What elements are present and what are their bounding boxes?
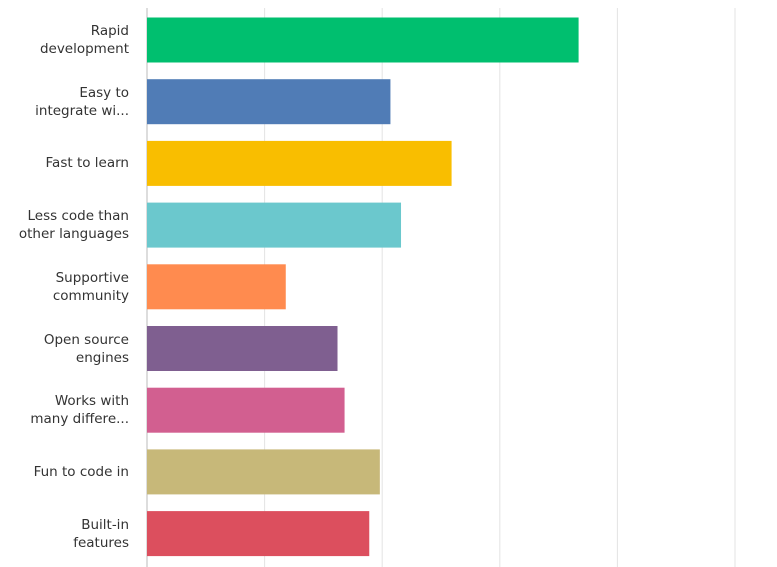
bar xyxy=(147,202,402,248)
bar xyxy=(147,17,579,63)
category-label: Rapid development xyxy=(39,23,129,57)
category-label: Open source engines xyxy=(43,331,129,366)
category-label: Supportive community xyxy=(52,269,129,304)
bar xyxy=(147,264,286,310)
category-label: Fast to learn xyxy=(45,155,129,172)
category-label: Built-in features xyxy=(73,516,129,551)
bar xyxy=(147,449,380,495)
bar xyxy=(147,511,370,557)
bar xyxy=(147,140,452,186)
bar xyxy=(147,79,391,125)
category-label: Less code than other languages xyxy=(18,208,129,243)
category-label: Fun to code in xyxy=(33,463,129,480)
bar xyxy=(147,326,338,371)
category-label: Easy to integrate wi... xyxy=(35,84,129,119)
bar xyxy=(147,387,345,433)
category-label: Works with many differe... xyxy=(30,393,129,428)
